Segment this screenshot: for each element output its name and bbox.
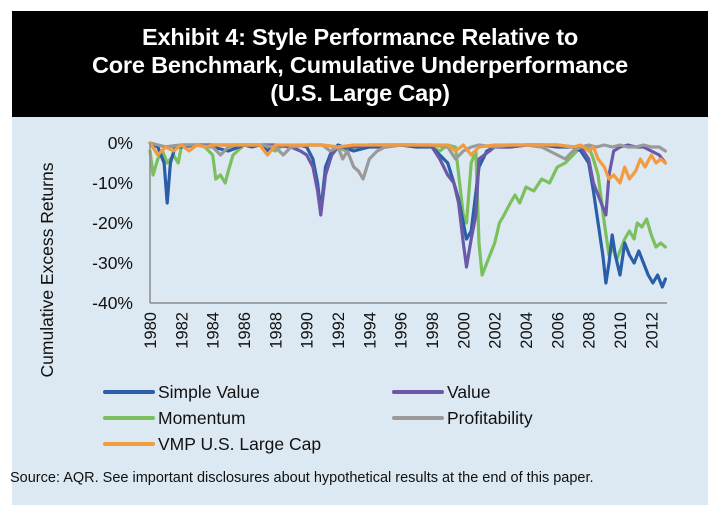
legend-item-simple-value: Simple Value: [103, 382, 260, 402]
x-tick-label: 1992: [330, 312, 348, 349]
title-line-3: (U.S. Large Cap): [270, 80, 450, 106]
legend-item-vmp: VMP U.S. Large Cap: [103, 434, 321, 454]
x-tick-label: 2000: [455, 312, 473, 349]
y-tick-label: 0%: [108, 133, 133, 153]
series-line-vmp-u-s-large-cap: [148, 141, 668, 185]
legend-swatch-vmp: [103, 442, 155, 446]
title-line-2: Core Benchmark, Cumulative Underperforma…: [92, 52, 628, 78]
x-tick-label: 2002: [487, 312, 505, 349]
x-tick-label: 1998: [424, 312, 442, 349]
legend-label: Profitability: [447, 407, 533, 428]
x-tick-label: 2004: [518, 312, 536, 349]
series-line-value: [148, 141, 668, 269]
x-tick-label: 2012: [643, 312, 661, 349]
source-note: Source: AQR. See important disclosures a…: [10, 470, 594, 486]
x-tick-label: 1984: [205, 312, 223, 349]
y-tick-label: -40%: [92, 293, 133, 313]
exhibit-header: Exhibit 4: Style Performance Relative to…: [12, 11, 708, 117]
x-tick-label: 1990: [299, 312, 317, 349]
y-tick-labels: 0% -10% -20% -30% -40%: [92, 133, 133, 313]
legend-swatch-profitability: [392, 416, 444, 420]
axes-layer: [149, 143, 667, 304]
x-tick-label: 1982: [173, 312, 191, 349]
x-tick-label: 2008: [581, 312, 599, 349]
x-tick-label: 1980: [142, 312, 160, 349]
legend-label: Momentum: [158, 407, 246, 428]
legend-item-value: Value: [392, 382, 490, 402]
legend-swatch-simple-value: [103, 390, 155, 394]
x-tick-label: 2010: [612, 312, 630, 349]
x-tick-label: 1996: [393, 312, 411, 349]
x-tick-label: 2006: [549, 312, 567, 349]
x-tick-label: 1994: [361, 312, 379, 349]
y-tick-label: -20%: [92, 213, 133, 233]
y-tick-label: -30%: [92, 253, 133, 273]
series-line-simple-value: [148, 141, 668, 289]
x-tick-label: 1986: [236, 312, 254, 349]
legend-swatch-momentum: [103, 416, 155, 420]
exhibit-panel: Exhibit 4: Style Performance Relative to…: [12, 11, 708, 505]
legend-label: Simple Value: [158, 381, 260, 402]
y-tick-label: -10%: [92, 173, 133, 193]
legend-item-momentum: Momentum: [103, 408, 246, 428]
legend-swatch-value: [392, 390, 444, 394]
y-axis-label: Cumulative Excess Returns: [37, 162, 57, 377]
x-tick-label: 1988: [267, 312, 285, 349]
title-line-1: Exhibit 4: Style Performance Relative to: [141, 24, 579, 50]
series-layer: [148, 141, 668, 289]
x-tick-labels: 1980 1982 1984 1986 1988 1990 1992 1994 1996 1998…: [142, 312, 661, 349]
legend-label: Value: [447, 381, 491, 402]
legend-item-profitability: Profitability: [392, 408, 533, 428]
legend-label: VMP U.S. Large Cap: [158, 433, 322, 454]
